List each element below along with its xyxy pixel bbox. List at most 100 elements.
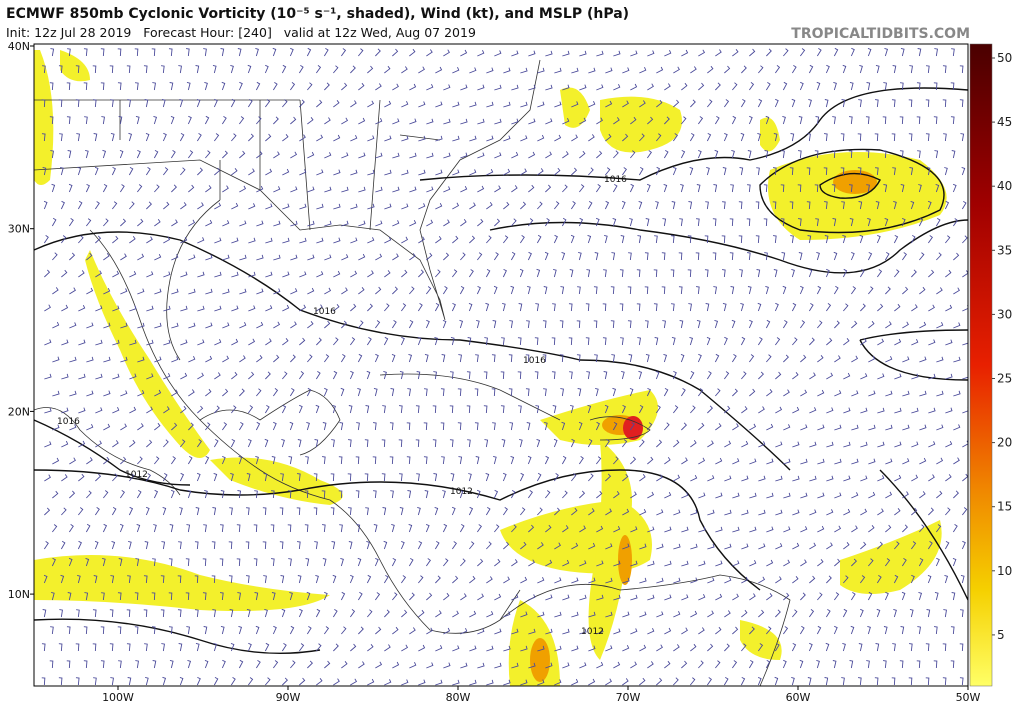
barb xyxy=(765,659,771,669)
barb xyxy=(271,490,275,499)
barb xyxy=(790,133,795,142)
barb xyxy=(349,574,354,584)
barb xyxy=(248,305,256,312)
barb xyxy=(211,575,216,584)
barb xyxy=(469,169,477,176)
barb xyxy=(800,389,808,397)
barb xyxy=(214,202,222,210)
barb xyxy=(458,354,462,363)
barb xyxy=(364,439,369,448)
barb xyxy=(655,405,661,414)
barb xyxy=(68,218,74,227)
barb xyxy=(527,285,531,295)
barb xyxy=(843,372,851,380)
barb xyxy=(644,252,649,261)
barb xyxy=(486,611,494,618)
barb xyxy=(163,373,171,380)
barb xyxy=(741,509,749,516)
barb xyxy=(95,339,103,346)
barb xyxy=(78,373,86,380)
barb xyxy=(689,336,694,346)
barb xyxy=(534,337,539,346)
barb xyxy=(426,84,434,91)
barb xyxy=(899,82,904,91)
barb xyxy=(416,473,420,482)
barb xyxy=(474,388,479,397)
barb xyxy=(894,407,902,414)
barb xyxy=(418,135,426,142)
barb xyxy=(120,390,128,397)
barb xyxy=(713,286,717,295)
barb xyxy=(723,132,728,142)
barb xyxy=(238,455,243,465)
barb xyxy=(61,269,68,278)
barb xyxy=(298,371,305,380)
barb xyxy=(789,167,794,176)
barb xyxy=(367,135,375,142)
barb xyxy=(783,492,791,499)
barb xyxy=(67,48,71,57)
barb xyxy=(357,387,361,397)
barb xyxy=(732,492,740,499)
barb xyxy=(739,269,743,278)
barb xyxy=(41,133,46,142)
barb xyxy=(61,407,69,414)
barb xyxy=(126,65,131,74)
barb xyxy=(926,167,931,176)
barb xyxy=(270,558,275,567)
barb xyxy=(875,643,880,652)
barb xyxy=(146,439,153,448)
barb xyxy=(281,64,287,74)
barb xyxy=(282,677,288,686)
barb xyxy=(323,626,330,635)
barb xyxy=(690,577,698,584)
barb xyxy=(409,83,417,91)
barb xyxy=(622,611,630,618)
barb xyxy=(909,167,914,176)
barb xyxy=(95,473,102,482)
barb xyxy=(304,524,309,533)
barb xyxy=(799,81,804,91)
barb xyxy=(256,220,264,227)
barb xyxy=(44,373,52,380)
barb xyxy=(824,677,829,686)
barb xyxy=(163,439,169,448)
barb xyxy=(528,662,536,669)
barb xyxy=(578,217,584,227)
barb xyxy=(214,305,222,312)
barb xyxy=(170,456,176,465)
barb xyxy=(290,660,296,669)
barb xyxy=(222,388,229,397)
barb xyxy=(271,456,276,465)
barb xyxy=(348,541,353,550)
barb xyxy=(681,457,688,465)
barb xyxy=(833,47,839,57)
barb xyxy=(868,320,875,329)
barb xyxy=(775,475,783,482)
barb xyxy=(185,48,190,57)
barb xyxy=(137,456,143,465)
barb xyxy=(613,150,619,159)
barb xyxy=(67,592,72,601)
barb xyxy=(860,407,868,414)
barb xyxy=(783,458,791,465)
barb xyxy=(724,475,732,482)
barb xyxy=(766,423,774,431)
barb xyxy=(469,67,477,74)
barb xyxy=(867,591,873,601)
barb xyxy=(102,557,106,567)
barb xyxy=(111,507,117,516)
barb xyxy=(152,558,156,567)
barb xyxy=(316,99,323,108)
barb xyxy=(933,116,938,125)
barb xyxy=(135,558,140,567)
barb xyxy=(43,200,48,210)
barb xyxy=(588,101,596,108)
barb xyxy=(392,186,400,193)
barb xyxy=(559,320,564,329)
barb xyxy=(145,167,151,176)
barb xyxy=(426,219,434,227)
barb xyxy=(477,50,485,57)
barb xyxy=(653,269,658,278)
barb xyxy=(145,132,150,142)
